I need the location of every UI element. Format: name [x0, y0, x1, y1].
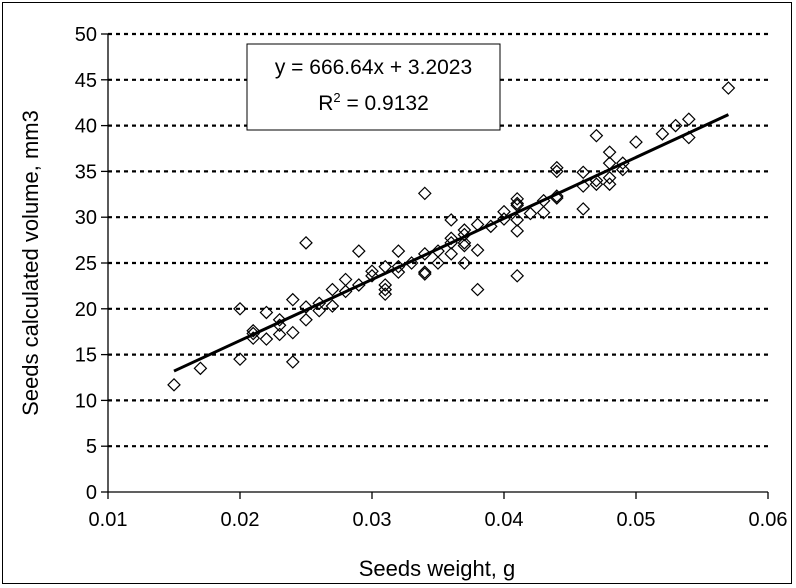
data-point — [444, 213, 459, 227]
data-point — [417, 186, 432, 201]
data-point — [510, 224, 525, 238]
data-point — [523, 206, 538, 221]
data-point — [721, 81, 736, 95]
y-tick-label: 5 — [86, 436, 97, 458]
data-point — [510, 192, 525, 206]
data-point — [589, 128, 604, 143]
data-point — [233, 301, 247, 316]
data-point — [285, 355, 300, 369]
data-point — [431, 256, 445, 270]
data-point — [655, 126, 670, 141]
data-point — [615, 162, 630, 177]
x-tick-label: 0.03 — [353, 509, 392, 531]
data-point — [338, 272, 353, 287]
data-point — [233, 352, 247, 367]
data-point — [483, 219, 498, 234]
data-point — [299, 235, 313, 250]
data-point — [417, 267, 432, 281]
y-axis-title: Seeds calculated volume, mm3 — [18, 110, 43, 416]
data-point — [351, 244, 366, 258]
y-tick-label: 45 — [75, 70, 97, 92]
axis-ticks — [101, 33, 769, 499]
x-tick-label: 0.01 — [89, 509, 128, 531]
data-point — [285, 325, 300, 340]
data-point — [576, 202, 591, 216]
data-point — [325, 282, 340, 297]
data-point — [312, 303, 327, 318]
data-point — [378, 282, 393, 297]
data-point — [259, 332, 274, 346]
x-tick-label: 0.06 — [749, 509, 788, 531]
x-tick-label: 0.04 — [485, 509, 524, 531]
y-tick-label: 40 — [75, 116, 97, 138]
r-squared-value: = 0.9132 — [341, 92, 429, 115]
x-axis-title: Seeds weight, g — [359, 556, 516, 581]
trendline — [173, 113, 730, 373]
data-point — [602, 170, 617, 185]
data-point — [285, 292, 300, 307]
data-point — [470, 282, 485, 297]
data-point — [365, 264, 379, 279]
data-point — [589, 177, 604, 192]
data-point — [457, 235, 472, 250]
data-point — [193, 361, 208, 376]
data-point — [378, 287, 393, 301]
data-point — [246, 323, 261, 338]
data-point — [549, 189, 564, 203]
r-squared: R2 = 0.9132 — [318, 90, 429, 115]
data-point — [299, 300, 313, 314]
data-point — [259, 305, 274, 320]
x-tick-label: 0.02 — [221, 509, 260, 531]
x-tick-labels: 0.01 0.02 0.03 0.04 0.05 0.06 — [89, 509, 788, 531]
equation-box-frame — [246, 43, 501, 131]
data-point — [272, 312, 287, 327]
data-point — [431, 244, 445, 258]
y-tick-labels: 0 5 10 15 20 25 30 35 40 45 50 — [75, 24, 97, 504]
y-tick-label: 20 — [75, 299, 97, 321]
data-point — [378, 278, 393, 292]
data-point — [629, 135, 643, 149]
data-point — [457, 238, 472, 253]
data-point — [602, 145, 617, 160]
x-tick-label: 0.05 — [617, 509, 656, 531]
data-point — [536, 205, 551, 220]
r-squared-exponent: 2 — [333, 90, 340, 105]
y-tick-label: 10 — [75, 390, 97, 412]
y-tick-label: 30 — [75, 207, 97, 229]
data-point — [668, 118, 683, 133]
data-point — [417, 265, 432, 280]
data-point — [444, 246, 459, 261]
y-tick-label: 0 — [86, 482, 97, 504]
y-tick-label: 25 — [75, 253, 97, 275]
data-point — [272, 327, 287, 342]
y-tick-label: 15 — [75, 345, 97, 367]
data-point — [457, 256, 472, 270]
data-point — [167, 377, 181, 392]
data-point — [549, 160, 564, 175]
data-point — [325, 299, 340, 313]
equation-box: y = 666.64x + 3.2023 R2 = 0.9132 — [246, 43, 501, 131]
data-point — [510, 213, 525, 227]
data-point — [510, 268, 525, 283]
data-point — [470, 243, 485, 258]
data-point — [404, 256, 419, 270]
trendline-equation: y = 666.64x + 3.2023 — [275, 56, 472, 79]
data-point — [681, 112, 696, 127]
data-point — [391, 244, 406, 258]
y-tick-label: 35 — [75, 161, 97, 183]
data-point — [299, 312, 313, 327]
y-tick-label: 50 — [75, 24, 97, 46]
data-point — [602, 177, 617, 192]
r-squared-label: R — [318, 92, 333, 115]
data-point — [576, 165, 591, 180]
